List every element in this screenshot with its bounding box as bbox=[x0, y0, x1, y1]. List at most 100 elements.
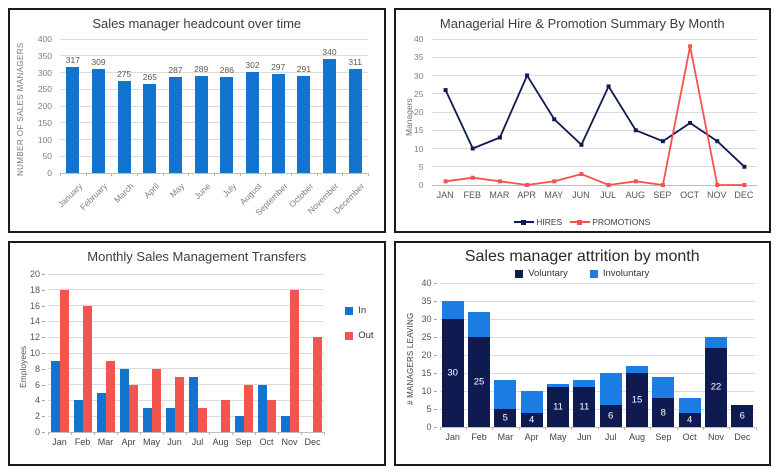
y-tick-label-20: 20 bbox=[414, 107, 424, 117]
bar-In-Mar[interactable] bbox=[96, 392, 106, 432]
data-label-September: 297 bbox=[271, 61, 286, 72]
bar-October[interactable] bbox=[297, 75, 311, 173]
legend-item-PROMOTIONS[interactable]: PROMOTIONS bbox=[570, 217, 650, 227]
bar-Out-Aug[interactable] bbox=[220, 400, 230, 432]
gridline-20 bbox=[48, 273, 324, 275]
bar-In-Jan[interactable] bbox=[50, 360, 60, 432]
bar-In-Oct[interactable] bbox=[257, 384, 267, 432]
bar-Involuntary-Nov[interactable] bbox=[705, 337, 727, 348]
bar-Involuntary-Jan[interactable] bbox=[441, 301, 464, 319]
point-PROMOTIONS-OCT[interactable] bbox=[687, 44, 692, 49]
bar-In-Jul[interactable] bbox=[188, 376, 198, 432]
bar-Voluntary-Mar[interactable] bbox=[494, 409, 517, 427]
bar-Involuntary-Apr[interactable] bbox=[520, 391, 543, 413]
bar-Voluntary-Sep[interactable] bbox=[652, 398, 675, 427]
bar-Involuntary-Feb[interactable] bbox=[468, 311, 490, 337]
point-HIRES-MAR[interactable] bbox=[497, 135, 502, 140]
bar-In-Sep[interactable] bbox=[234, 416, 244, 432]
point-PROMOTIONS-AUG[interactable] bbox=[633, 179, 638, 184]
bar-Voluntary-Feb[interactable] bbox=[468, 337, 490, 427]
bar-May[interactable] bbox=[169, 76, 182, 173]
bar-August[interactable] bbox=[246, 71, 259, 173]
point-HIRES-SEP[interactable] bbox=[660, 139, 665, 144]
bar-September[interactable] bbox=[271, 73, 285, 173]
bar-April[interactable] bbox=[143, 84, 157, 173]
bar-Out-Feb[interactable] bbox=[82, 305, 92, 432]
point-HIRES-JAN[interactable] bbox=[443, 88, 448, 93]
legend-item-Out[interactable]: Out bbox=[345, 330, 374, 341]
bar-Voluntary-Jun[interactable] bbox=[573, 387, 596, 427]
bar-December[interactable] bbox=[348, 68, 362, 173]
bar-Voluntary-Nov[interactable] bbox=[705, 347, 727, 427]
bar-Out-Nov[interactable] bbox=[289, 289, 299, 432]
bar-Voluntary-Jul[interactable] bbox=[599, 405, 622, 427]
legend-item-Involuntary[interactable]: Involuntary bbox=[589, 268, 649, 279]
legend-transfers: In Out bbox=[345, 305, 374, 341]
bar-Voluntary-Apr[interactable] bbox=[520, 412, 543, 427]
point-HIRES-JUN[interactable] bbox=[578, 142, 583, 147]
bar-In-May[interactable] bbox=[142, 408, 152, 432]
bar-Out-May[interactable] bbox=[151, 368, 161, 432]
legend-item-HIRES[interactable]: HIRES bbox=[514, 217, 562, 227]
legend-item-In[interactable]: In bbox=[345, 305, 366, 316]
y-tick-label-150: 150 bbox=[37, 117, 52, 128]
point-PROMOTIONS-NOV[interactable] bbox=[714, 183, 719, 187]
bar-Voluntary-Dec[interactable] bbox=[731, 405, 754, 427]
data-label-October: 291 bbox=[296, 63, 311, 74]
bar-In-Jun[interactable] bbox=[165, 408, 175, 432]
point-PROMOTIONS-JUN[interactable] bbox=[578, 172, 583, 177]
point-PROMOTIONS-APR[interactable] bbox=[524, 183, 529, 187]
point-HIRES-AUG[interactable] bbox=[633, 128, 638, 133]
bar-March[interactable] bbox=[117, 80, 131, 173]
point-HIRES-FEB[interactable] bbox=[470, 146, 475, 151]
bar-November[interactable] bbox=[323, 59, 336, 173]
y-tick-label-14: 14 bbox=[29, 316, 40, 327]
bar-Voluntary-Aug[interactable] bbox=[626, 373, 648, 427]
point-PROMOTIONS-SEP[interactable] bbox=[660, 183, 665, 187]
bar-Voluntary-May[interactable] bbox=[547, 387, 569, 427]
legend-item-Voluntary[interactable]: Voluntary bbox=[515, 268, 568, 279]
point-HIRES-OCT[interactable] bbox=[687, 120, 692, 125]
point-PROMOTIONS-DEC[interactable] bbox=[741, 183, 746, 187]
bar-February[interactable] bbox=[92, 69, 105, 173]
bar-Voluntary-Jan[interactable] bbox=[441, 319, 464, 427]
bar-Out-Jan[interactable] bbox=[59, 289, 69, 432]
bar-Involuntary-Jul[interactable] bbox=[599, 373, 622, 406]
y-tick-dash bbox=[433, 355, 437, 356]
point-PROMOTIONS-MAR[interactable] bbox=[497, 179, 502, 184]
point-HIRES-JUL[interactable] bbox=[606, 84, 611, 89]
bar-Out-Dec[interactable] bbox=[312, 337, 322, 432]
bar-Involuntary-Oct[interactable] bbox=[678, 398, 701, 413]
bar-Involuntary-Jun[interactable] bbox=[573, 380, 596, 388]
bar-Out-Jul[interactable] bbox=[197, 408, 207, 432]
bar-Out-Sep[interactable] bbox=[243, 384, 253, 432]
bar-Involuntary-Aug[interactable] bbox=[626, 365, 648, 373]
gridline-12 bbox=[48, 336, 324, 338]
x-tick-mark bbox=[755, 427, 757, 430]
x-label-text-March: March bbox=[111, 181, 136, 205]
bar-Involuntary-May[interactable] bbox=[547, 383, 569, 388]
point-HIRES-DEC[interactable] bbox=[741, 164, 746, 169]
bar-Involuntary-Mar[interactable] bbox=[494, 380, 517, 409]
bar-Out-Jun[interactable] bbox=[174, 376, 184, 432]
point-PROMOTIONS-MAY[interactable] bbox=[551, 179, 556, 184]
point-PROMOTIONS-JUL[interactable] bbox=[606, 183, 611, 187]
point-HIRES-APR[interactable] bbox=[524, 73, 529, 78]
bar-July[interactable] bbox=[220, 77, 234, 173]
bar-January[interactable] bbox=[66, 66, 80, 173]
bar-Involuntary-Sep[interactable] bbox=[652, 376, 675, 399]
bar-In-Apr[interactable] bbox=[119, 368, 129, 432]
point-HIRES-NOV[interactable] bbox=[714, 139, 719, 144]
bar-Voluntary-Oct[interactable] bbox=[678, 412, 701, 427]
bar-June[interactable] bbox=[194, 76, 208, 173]
point-HIRES-MAY[interactable] bbox=[551, 117, 556, 122]
line-HIRES[interactable] bbox=[444, 73, 745, 168]
bar-Out-Mar[interactable] bbox=[105, 360, 115, 432]
point-PROMOTIONS-FEB[interactable] bbox=[470, 175, 475, 180]
line-PROMOTIONS[interactable] bbox=[444, 46, 744, 187]
point-PROMOTIONS-JAN[interactable] bbox=[443, 179, 448, 184]
bar-In-Nov[interactable] bbox=[280, 416, 290, 432]
bar-In-Feb[interactable] bbox=[73, 400, 83, 432]
bar-Out-Oct[interactable] bbox=[266, 400, 276, 432]
bar-Out-Apr[interactable] bbox=[128, 384, 138, 432]
